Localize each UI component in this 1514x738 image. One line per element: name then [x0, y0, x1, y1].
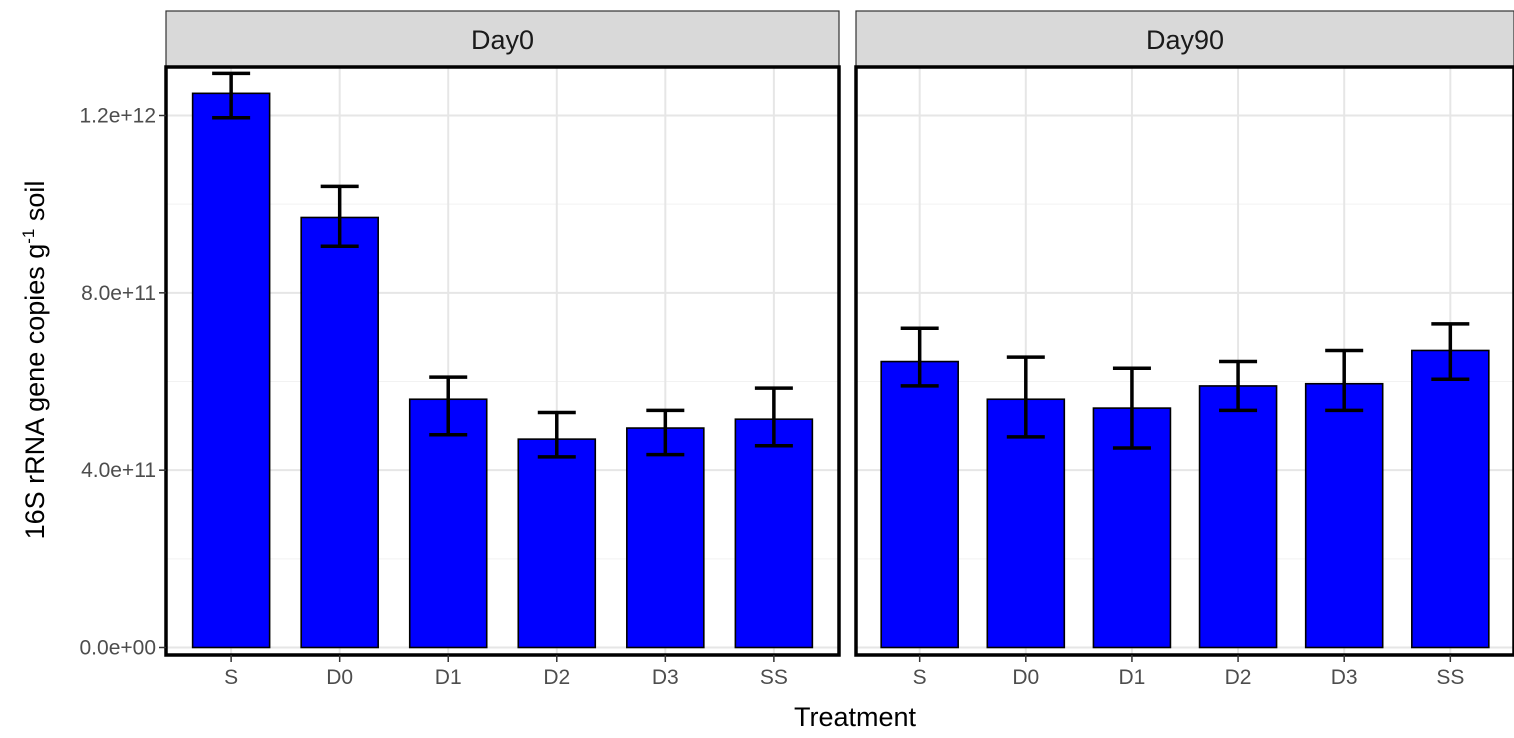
- y-tick-label: 8.0e+11: [81, 282, 156, 305]
- error-bar-day0-ss: [754, 386, 793, 448]
- error-bar-day0-d2: [537, 410, 576, 459]
- facet-strip-label: Day0: [471, 25, 534, 55]
- y-axis-title-main: 16S rRNA gene copies g: [20, 244, 50, 540]
- y-tick-label: 0.0e+00: [80, 637, 157, 660]
- error-bar-day90-d0: [1006, 355, 1045, 439]
- bar-day90-d0: [986, 398, 1066, 649]
- facet-panel-day90: Day90 S D0 D1 D2 D3 SS: [854, 10, 1514, 689]
- x-tick-label: D1: [435, 666, 462, 689]
- bar-day0-d2: [517, 438, 597, 649]
- error-bar-day90-d3: [1325, 348, 1364, 413]
- y-axis-title-superscript: -1: [19, 229, 38, 244]
- panels-layer: Day0 S D0 D1 D2 D3 SS Day90 S D0 D1 D2 D3 SS: [164, 10, 1514, 689]
- error-bar-day90-d1: [1112, 366, 1151, 450]
- error-bar-day0-d3: [646, 408, 685, 457]
- x-tick-label: D2: [543, 666, 570, 689]
- x-tick-label: D0: [1012, 666, 1039, 689]
- bar-day0-d3: [626, 427, 705, 649]
- x-tick-label: D3: [652, 666, 679, 689]
- y-tick-label: 4.0e+11: [81, 459, 156, 482]
- x-tick-label: D1: [1119, 666, 1146, 689]
- panel-border: [854, 65, 1514, 657]
- x-tick-label: D2: [1225, 666, 1252, 689]
- facet-strip-label: Day90: [1146, 25, 1224, 55]
- x-tick-label: SS: [1436, 666, 1464, 689]
- bar-day90-s: [880, 360, 959, 649]
- error-bar-day90-d2: [1219, 359, 1258, 413]
- x-axis-title: Treatment: [794, 702, 917, 732]
- bar-day0-d0: [300, 216, 379, 649]
- x-tick-label: D3: [1331, 666, 1358, 689]
- y-axis: 0.0e+00 4.0e+11 8.0e+11 1.2e+12: [80, 105, 166, 660]
- bar-day90-d2: [1198, 385, 1278, 649]
- x-tick-label: D0: [326, 666, 353, 689]
- x-tick-label: S: [913, 666, 927, 689]
- error-bar-day0-d1: [429, 375, 468, 437]
- facet-strip: [165, 10, 840, 68]
- bar-day90-ss: [1411, 349, 1490, 649]
- bar-day0-s: [191, 92, 271, 649]
- panel-border: [164, 65, 841, 657]
- y-tick-label: 1.2e+12: [80, 105, 157, 128]
- error-bar-day0-d0: [320, 184, 359, 249]
- facet-panel-day0: Day0 S D0 D1 D2 D3 SS: [164, 10, 841, 689]
- error-bar-day90-s: [900, 326, 939, 388]
- error-bar-day90-ss: [1431, 322, 1470, 382]
- x-tick-label: S: [224, 666, 238, 689]
- x-tick-label: SS: [760, 666, 788, 689]
- facet-strip: [855, 10, 1514, 68]
- bar-day0-ss: [734, 418, 814, 649]
- y-axis-title: 16S rRNA gene copies g-1 soil: [19, 181, 50, 540]
- y-axis-title-tail: soil: [20, 181, 50, 229]
- bar-day0-d1: [408, 398, 488, 649]
- bar-day90-d3: [1304, 382, 1384, 649]
- error-bar-day0-s: [212, 71, 251, 120]
